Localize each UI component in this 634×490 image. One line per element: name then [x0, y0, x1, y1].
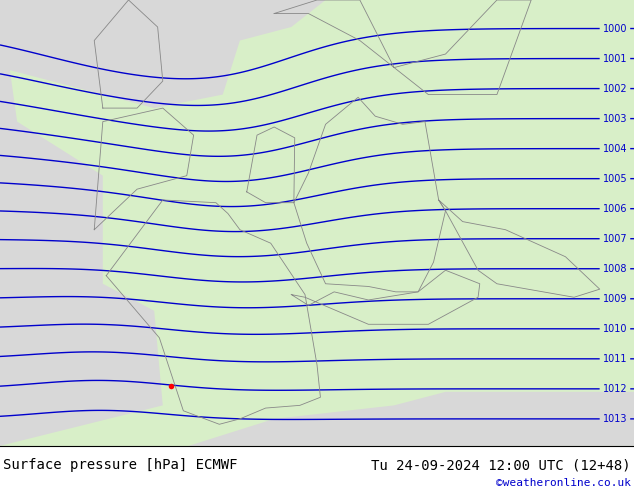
Polygon shape: [0, 0, 634, 446]
Text: 1006: 1006: [603, 204, 627, 214]
Text: 1003: 1003: [603, 114, 627, 123]
Text: 1010: 1010: [603, 324, 627, 334]
Text: ©weatheronline.co.uk: ©weatheronline.co.uk: [496, 478, 631, 488]
Text: 1000: 1000: [603, 24, 627, 33]
Text: 1008: 1008: [603, 264, 627, 274]
Text: Surface pressure [hPa] ECMWF: Surface pressure [hPa] ECMWF: [3, 458, 238, 472]
Text: Tu 24-09-2024 12:00 UTC (12+48): Tu 24-09-2024 12:00 UTC (12+48): [371, 458, 631, 472]
Text: 1005: 1005: [603, 173, 627, 184]
Text: 1007: 1007: [603, 234, 627, 244]
Text: 1013: 1013: [603, 414, 627, 424]
Text: 1009: 1009: [603, 294, 627, 304]
Polygon shape: [0, 0, 163, 446]
Text: 1002: 1002: [603, 84, 627, 94]
Text: 1011: 1011: [603, 354, 627, 364]
Polygon shape: [0, 0, 326, 108]
Text: 1004: 1004: [603, 144, 627, 154]
Polygon shape: [188, 392, 634, 446]
Text: 1001: 1001: [603, 53, 627, 64]
Text: 1012: 1012: [603, 384, 627, 394]
